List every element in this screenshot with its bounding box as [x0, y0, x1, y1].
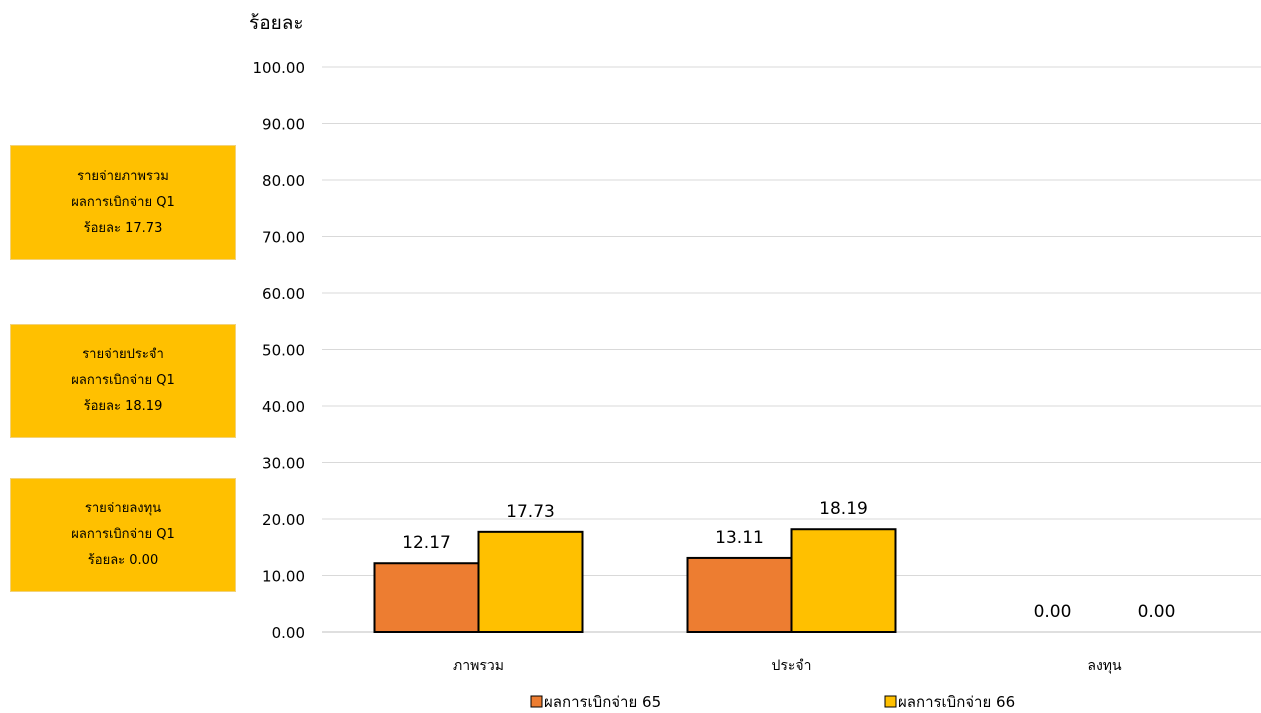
y-axis-title: ร้อยละ	[249, 12, 304, 34]
data-label: 12.17	[402, 533, 451, 553]
bar-1-0	[686, 556, 793, 634]
legend-swatch	[884, 695, 897, 708]
card-subtitle: ผลการเบิกจ่าย Q1	[71, 527, 175, 542]
data-label: 0.00	[1138, 602, 1176, 622]
card-title: รายจ่ายลงทุน	[84, 501, 162, 516]
bar-0-1	[477, 530, 584, 633]
summary-card-investment: รายจ่ายลงทุน ผลการเบิกจ่าย Q1 ร้อยละ 0.0…	[10, 478, 236, 592]
x-axis-categories: ภาพรวม ประจำ ลงทุน	[453, 658, 1122, 674]
bar-0-0	[373, 562, 480, 633]
summary-card-overall: รายจ่ายภาพรวม ผลการเบิกจ่าย Q1 ร้อยละ 17…	[10, 145, 236, 260]
card-subtitle: ผลการเบิกจ่าย Q1	[71, 373, 175, 388]
y-tick-label: 20.00	[262, 511, 305, 529]
data-label: 13.11	[715, 528, 764, 548]
y-tick-label: 80.00	[262, 172, 305, 190]
bars	[373, 528, 897, 634]
y-tick-label: 100.00	[253, 59, 306, 77]
y-tick-label: 50.00	[262, 342, 305, 360]
y-tick-label: 70.00	[262, 229, 305, 247]
legend-label: ผลการเบิกจ่าย 66	[898, 693, 1015, 711]
y-tick-label: 30.00	[262, 455, 305, 473]
y-tick-label: 0.00	[272, 624, 305, 642]
category-label: ประจำ	[772, 658, 812, 674]
y-tick-label: 40.00	[262, 398, 305, 416]
category-label: ภาพรวม	[453, 658, 504, 674]
card-value: ร้อยละ 0.00	[87, 553, 159, 568]
y-tick-label: 60.00	[262, 285, 305, 303]
card-title: รายจ่ายประจำ	[82, 347, 164, 362]
data-label: 17.73	[506, 502, 555, 522]
y-tick-label: 90.00	[262, 116, 305, 134]
card-value: ร้อยละ 17.73	[83, 220, 163, 236]
data-labels: 12.17 17.73 13.11 18.19 0.00 0.00	[402, 499, 1175, 622]
y-axis-ticks: 0.00 10.00 20.00 30.00 40.00 50.00 60.00 70.00 8…	[253, 59, 306, 642]
card-subtitle: ผลการเบิกจ่าย Q1	[71, 194, 175, 210]
legend-label: ผลการเบิกจ่าย 65	[544, 693, 661, 711]
summary-card-recurring: รายจ่ายประจำ ผลการเบิกจ่าย Q1 ร้อยละ 18.…	[10, 324, 236, 438]
data-label: 0.00	[1034, 602, 1072, 622]
legend: ผลการเบิกจ่าย 65 ผลการเบิกจ่าย 66	[530, 693, 1015, 711]
card-value: ร้อยละ 18.19	[83, 399, 163, 414]
category-label: ลงทุน	[1087, 658, 1122, 674]
y-tick-label: 10.00	[262, 568, 305, 586]
legend-swatch	[530, 695, 543, 708]
card-title: รายจ่ายภาพรวม	[77, 168, 169, 184]
bar-1-1	[790, 528, 897, 633]
data-label: 18.19	[819, 499, 868, 519]
